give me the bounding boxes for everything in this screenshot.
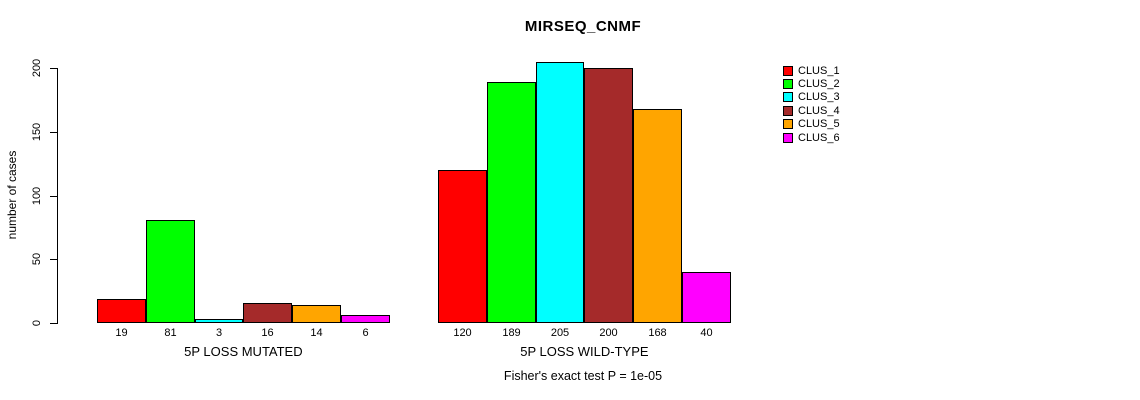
legend-label: CLUS_6 [798, 131, 840, 144]
bar [195, 319, 243, 323]
legend-label: CLUS_1 [798, 64, 840, 77]
y-axis-line [57, 68, 58, 324]
bar-value-label: 3 [215, 327, 223, 339]
bar-value-label: 16 [261, 327, 274, 339]
bar-value-label: 19 [115, 327, 128, 339]
legend-item: CLUS_6 [783, 131, 840, 144]
legend-item: CLUS_1 [783, 64, 840, 77]
legend-swatch [783, 92, 793, 103]
bar [633, 109, 682, 323]
bar [97, 299, 146, 323]
legend-item: CLUS_4 [783, 104, 840, 117]
x-group-label: 5P LOSS MUTATED [184, 344, 303, 359]
bar [341, 315, 390, 323]
y-axis-label: number of cases [5, 150, 19, 240]
bar-value-label: 189 [502, 327, 521, 339]
bar [536, 62, 584, 323]
bar [584, 68, 633, 323]
y-axis-tick [50, 68, 57, 69]
x-group-label: 5P LOSS WILD-TYPE [520, 344, 649, 359]
bar-value-label: 14 [310, 327, 323, 339]
bar [682, 272, 731, 323]
chart-title: MIRSEQ_CNMF [524, 18, 642, 35]
legend-label: CLUS_5 [798, 118, 840, 131]
y-axis-tick [50, 323, 57, 324]
legend-label: CLUS_4 [798, 104, 840, 117]
bar-value-label: 168 [648, 327, 667, 339]
legend-label: CLUS_3 [798, 91, 840, 104]
annotation-text: Fisher's exact test P = 1e-05 [503, 369, 663, 383]
legend-item: CLUS_3 [783, 91, 840, 104]
bar [438, 170, 487, 323]
y-axis-tick [50, 131, 57, 133]
bar [243, 303, 292, 323]
legend-label: CLUS_2 [798, 77, 840, 90]
y-axis-tick-label: 150 [31, 122, 43, 141]
legend-swatch [783, 105, 793, 116]
y-axis-tick-label: 200 [31, 58, 43, 78]
bar-value-label: 205 [550, 327, 570, 339]
y-axis-tick [50, 195, 57, 197]
bar-value-label: 6 [362, 327, 369, 339]
legend-swatch [783, 132, 793, 143]
legend-swatch [783, 78, 793, 89]
y-axis-tick-label: 50 [31, 253, 43, 266]
bar-value-label: 81 [164, 327, 177, 339]
legend-item: CLUS_2 [783, 77, 840, 90]
legend-item: CLUS_5 [783, 118, 840, 131]
y-axis-tick-label: 100 [31, 186, 43, 205]
bar-value-label: 200 [599, 327, 618, 339]
bar [146, 220, 195, 323]
y-axis-tick-label: 0 [31, 319, 43, 327]
bar-value-label: 120 [453, 327, 472, 339]
bar [292, 305, 341, 323]
bar [487, 82, 536, 323]
bar-value-label: 40 [700, 327, 713, 339]
y-axis-tick [50, 259, 57, 261]
legend-swatch [783, 65, 793, 76]
legend-swatch [783, 119, 793, 130]
